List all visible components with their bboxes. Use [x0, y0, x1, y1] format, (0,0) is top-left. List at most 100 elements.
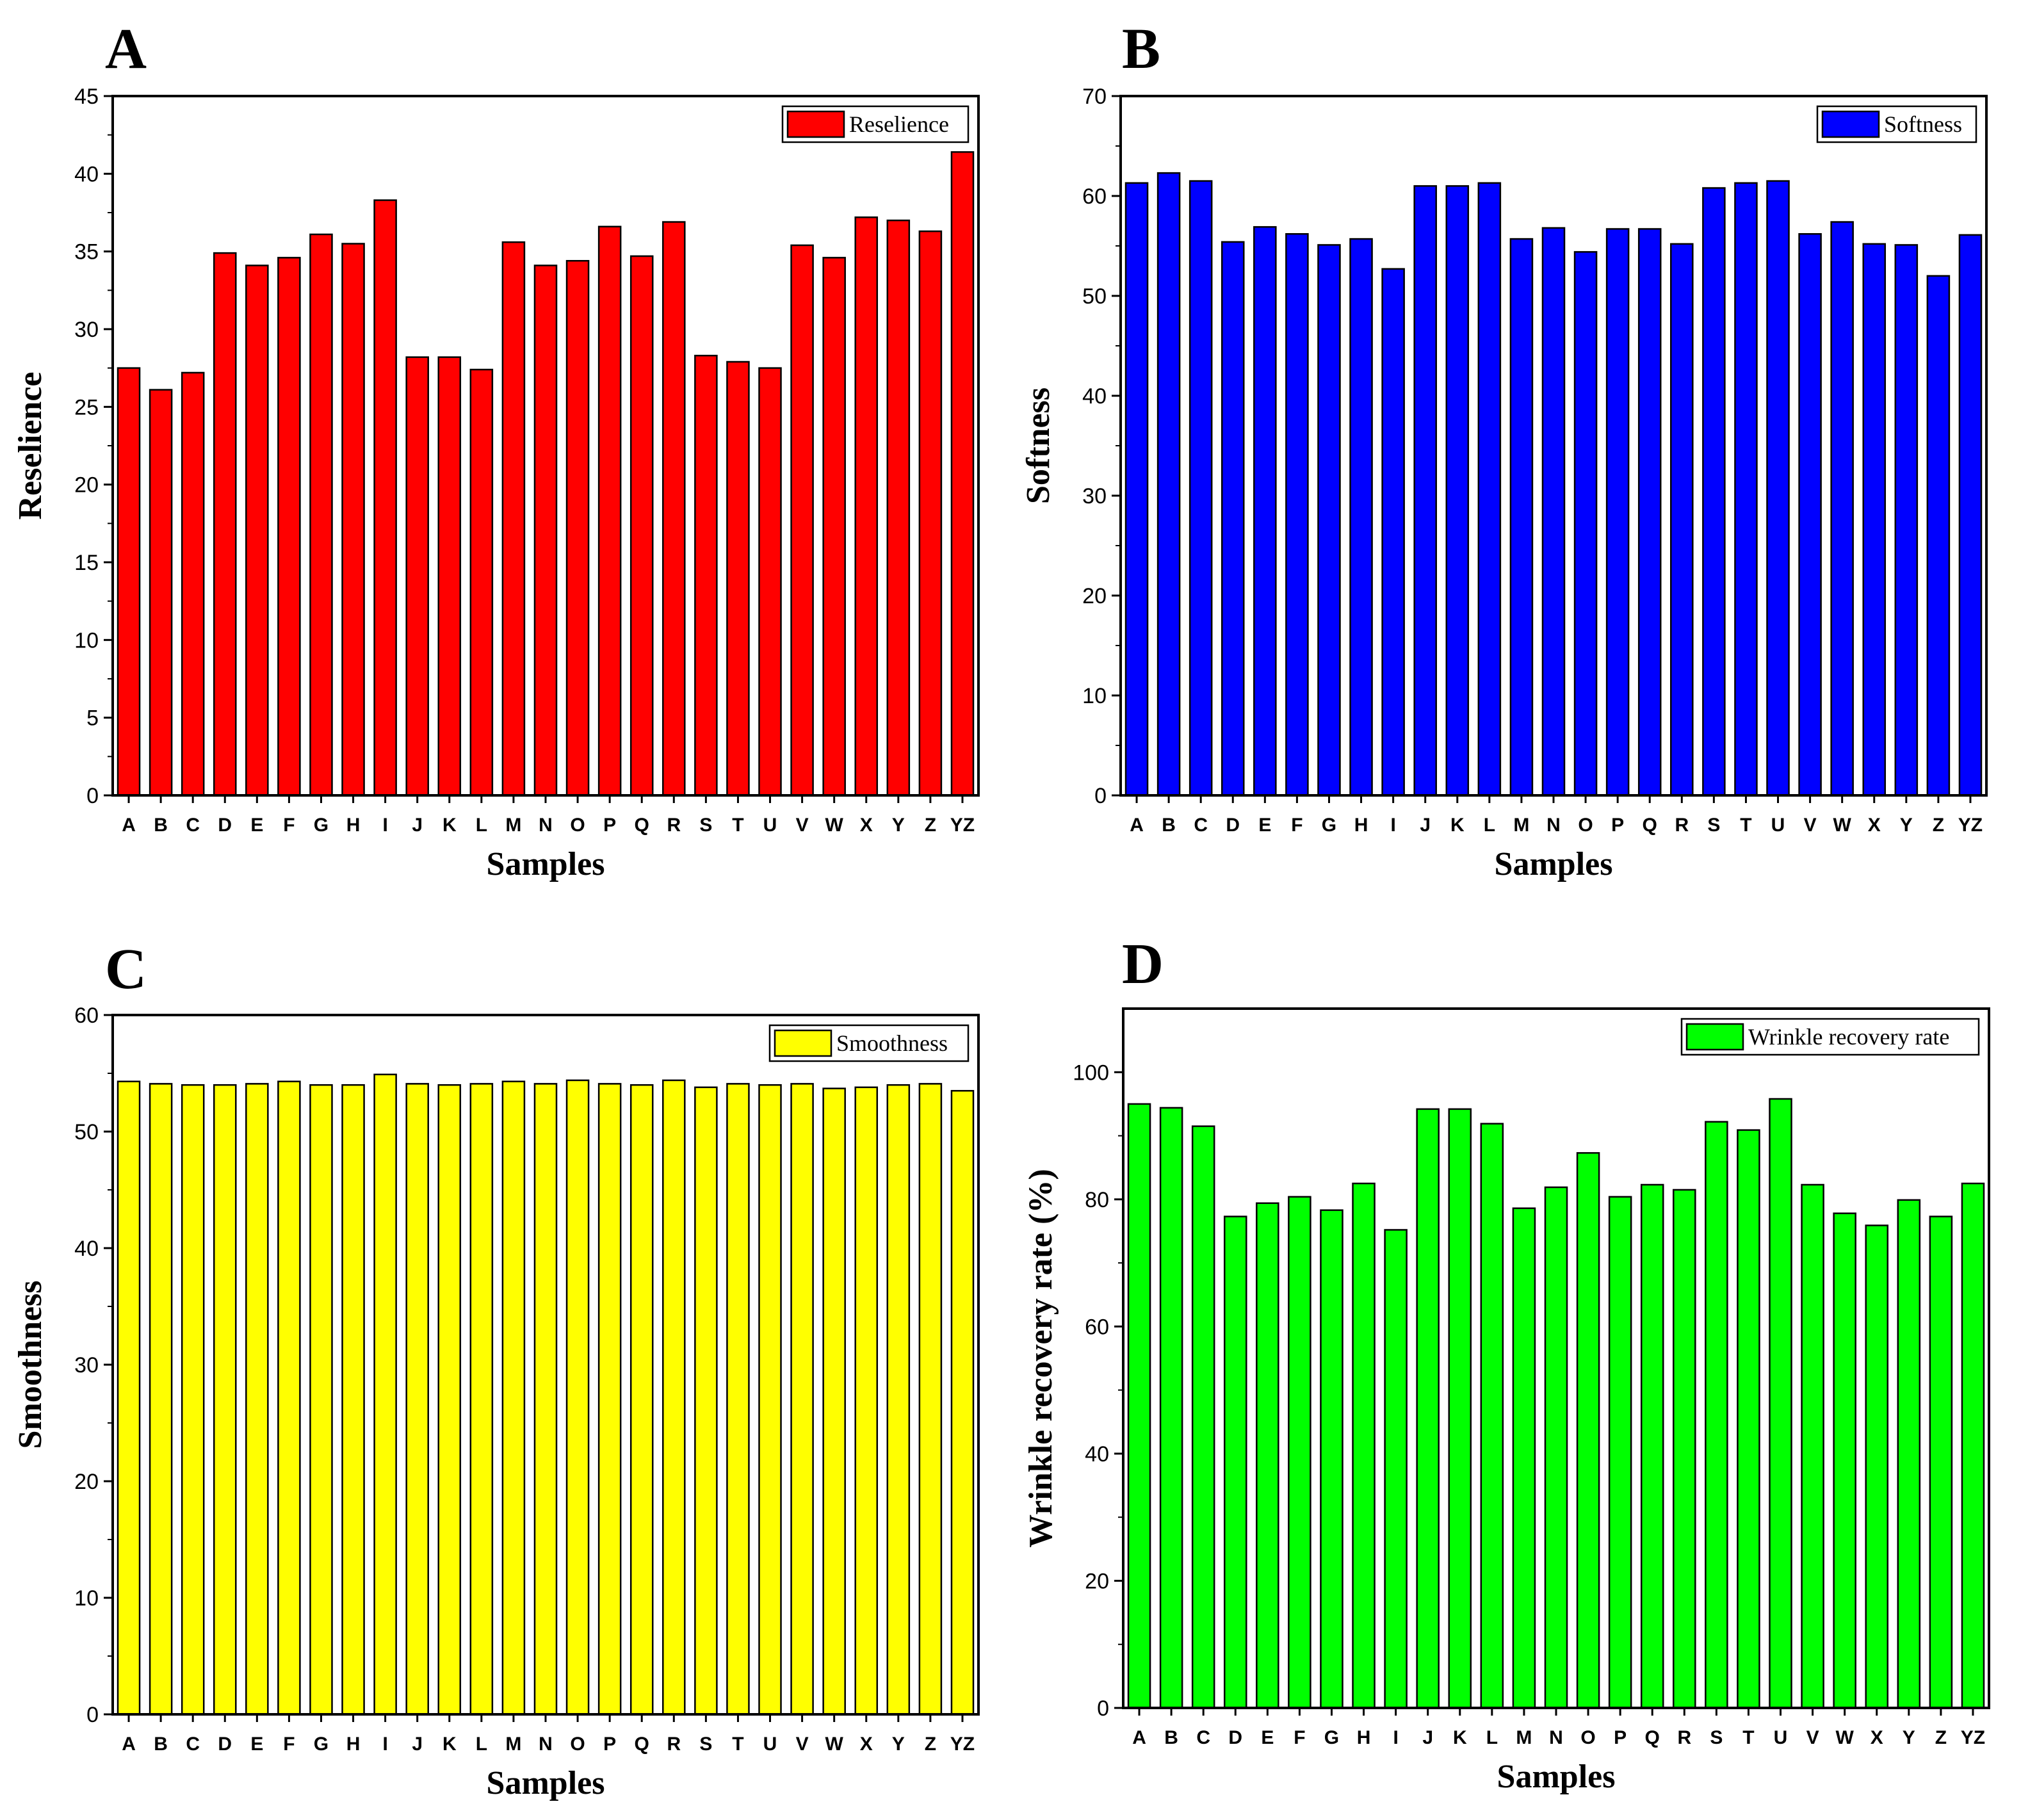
y-tick-label-d: 100: [1073, 1060, 1109, 1085]
x-tick-label-b: P: [1611, 815, 1624, 836]
x-tick-label-d: X: [1871, 1727, 1883, 1748]
bar-c-g: [309, 1084, 333, 1716]
x-tick-label-b: K: [1450, 815, 1465, 836]
x-tick-label-c: T: [732, 1734, 743, 1755]
bar-b-s: [1702, 187, 1726, 797]
bar-b-x: [1862, 243, 1887, 797]
bar-d-yz: [1961, 1182, 1985, 1709]
x-tick-label-d: Q: [1645, 1727, 1660, 1748]
bar-a-k: [437, 356, 462, 797]
x-tick-label-b: G: [1322, 815, 1336, 836]
bar-a-j: [405, 356, 429, 797]
y-tick-label-c: 40: [74, 1237, 99, 1261]
bar-c-o: [565, 1079, 590, 1716]
x-tick-label-c: A: [122, 1734, 136, 1755]
bar-c-yz: [950, 1090, 975, 1716]
bar-c-r: [662, 1079, 686, 1716]
bar-c-u: [758, 1084, 782, 1716]
x-tick-label-a: Z: [925, 815, 936, 836]
x-tick-label-a: Y: [892, 815, 905, 836]
y-tick-label-b: 60: [1082, 184, 1107, 209]
x-tick-label-a: B: [154, 815, 168, 836]
bar-c-l: [469, 1083, 494, 1716]
x-tick-label-d: J: [1422, 1727, 1433, 1748]
chart-panel-c: C 0 10 20 30 40 50 60 A B C D E F G H I J K L M N O P Q R S T U V W X Y Z…: [0, 910, 1010, 1820]
y-tick-label-c: 60: [74, 1003, 99, 1028]
x-tick-label-a: R: [667, 815, 681, 836]
x-tick-label-c: I: [382, 1734, 387, 1755]
x-tick-label-a: O: [570, 815, 585, 836]
bar-a-g: [309, 233, 333, 797]
bar-c-h: [341, 1084, 365, 1716]
x-axis-title-b: Samples: [1495, 846, 1613, 882]
bar-d-z: [1929, 1215, 1953, 1709]
bar-c-j: [405, 1083, 429, 1716]
y-axis-title-d: Wrinkle recovery rate (%): [1023, 1169, 1059, 1548]
x-tick-label-a: K: [442, 815, 457, 836]
x-tick-label-a: D: [218, 815, 232, 836]
bar-c-d: [213, 1084, 237, 1716]
x-tick-label-a: F: [283, 815, 295, 836]
bar-b-k: [1445, 185, 1470, 797]
x-tick-label-b: I: [1390, 815, 1395, 836]
x-tick-label-b: D: [1226, 815, 1240, 836]
x-tick-label-b: R: [1675, 815, 1689, 836]
bar-b-p: [1605, 228, 1630, 797]
x-tick-label-c: Y: [892, 1734, 905, 1755]
bar-c-x: [854, 1086, 879, 1716]
x-tick-label-b: O: [1578, 815, 1593, 836]
x-tick-label-d: A: [1132, 1727, 1146, 1748]
y-tick-label-c: 50: [74, 1120, 99, 1144]
x-tick-label-b: YZ: [1958, 815, 1983, 836]
x-tick-label-c: G: [314, 1734, 329, 1755]
x-tick-label-c: K: [442, 1734, 457, 1755]
y-tick-label-d: 0: [1097, 1696, 1109, 1721]
x-tick-label-c: W: [825, 1734, 844, 1755]
x-tick-label-c: V: [796, 1734, 809, 1755]
x-tick-label-b: A: [1130, 815, 1144, 836]
bar-c-v: [790, 1083, 814, 1716]
bar-d-q: [1640, 1183, 1664, 1709]
x-tick-label-a: Q: [635, 815, 649, 836]
x-tick-label-d: YZ: [1961, 1727, 1985, 1748]
bar-a-t: [726, 361, 750, 797]
bar-c-p: [597, 1083, 622, 1716]
x-tick-label-d: D: [1228, 1727, 1242, 1748]
x-tick-label-c: L: [476, 1734, 487, 1755]
x-tick-label-a: N: [539, 815, 553, 836]
x-tick-label-d: S: [1710, 1727, 1723, 1748]
y-tick-label-d: 60: [1085, 1315, 1109, 1339]
bar-a-c: [181, 371, 205, 797]
bar-c-n: [533, 1083, 558, 1716]
bar-b-f: [1285, 233, 1309, 797]
x-tick-label-b: H: [1354, 815, 1368, 836]
y-tick-label-a: 5: [86, 706, 99, 731]
legend-label-d: Wrinkle recovery rate: [1748, 1024, 1949, 1050]
bar-a-x: [854, 216, 879, 797]
x-tick-label-d: Y: [1903, 1727, 1915, 1748]
bar-c-i: [373, 1073, 397, 1716]
x-tick-label-b: X: [1868, 815, 1881, 836]
x-tick-label-c: S: [699, 1734, 712, 1755]
y-tick-label-b: 20: [1082, 584, 1107, 608]
x-tick-label-a: T: [732, 815, 743, 836]
panel-b-label: B: [1122, 17, 1160, 81]
bar-a-e: [245, 264, 269, 797]
bar-d-m: [1512, 1207, 1536, 1709]
bar-b-y: [1894, 244, 1919, 797]
x-tick-label-c: U: [763, 1734, 777, 1755]
bar-a-yz: [950, 151, 975, 797]
bar-c-e: [245, 1083, 269, 1716]
x-tick-label-a: G: [314, 815, 329, 836]
x-tick-label-a: I: [382, 815, 387, 836]
x-tick-label-c: H: [346, 1734, 361, 1755]
x-tick-label-d: L: [1486, 1727, 1498, 1748]
y-tick-label-a: 45: [74, 85, 99, 109]
x-tick-label-a: H: [346, 815, 361, 836]
y-tick-label-d: 20: [1085, 1569, 1109, 1593]
x-tick-label-a: YZ: [950, 815, 975, 836]
bar-c-m: [501, 1080, 526, 1716]
chart-panel-d: D 0 20 40 60 80 100 A B C D E F G H I J K L M N O P Q R S T U V W X Y Z Y…: [1010, 910, 2021, 1820]
bar-d-a: [1127, 1103, 1151, 1709]
